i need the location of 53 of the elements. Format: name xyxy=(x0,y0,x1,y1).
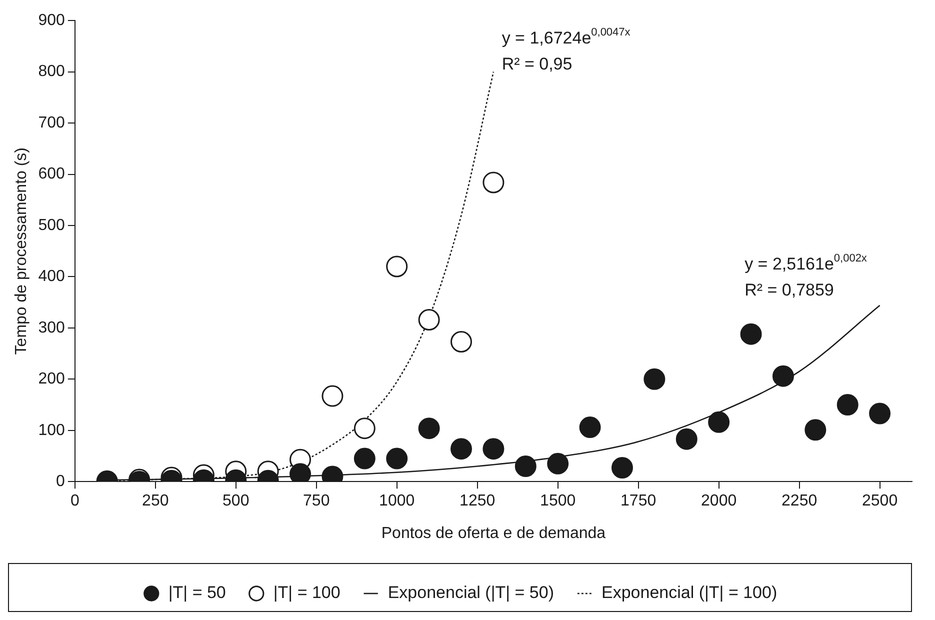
point xyxy=(450,331,472,353)
x-tick-label: 0 xyxy=(70,492,80,510)
y-tick-label: 600 xyxy=(38,166,65,183)
point xyxy=(418,308,440,330)
legend-label: |T| = 100 xyxy=(273,583,340,602)
x-axis-title: Pontos de oferta e de demanda xyxy=(381,524,606,542)
point xyxy=(290,463,312,482)
point xyxy=(450,438,472,460)
x-tick-label: 1750 xyxy=(620,492,656,510)
point xyxy=(322,385,344,407)
point xyxy=(482,172,504,194)
y-tick-label: 800 xyxy=(38,63,65,80)
y-axis-title: Tempo de processamento (s) xyxy=(13,148,30,355)
point xyxy=(740,323,762,345)
y-tick-label: 200 xyxy=(38,370,65,388)
point xyxy=(418,418,440,440)
point xyxy=(547,452,569,474)
legend-label: Exponencial (|T| = 50) xyxy=(388,583,554,602)
point xyxy=(836,394,858,416)
y-tick-label: 900 xyxy=(38,12,65,30)
point xyxy=(804,419,826,441)
y-tick-label: 100 xyxy=(38,422,65,439)
point xyxy=(644,368,666,390)
point xyxy=(386,256,408,278)
y-tick-label: 700 xyxy=(38,114,65,132)
point xyxy=(354,448,376,470)
x-tick-label: 500 xyxy=(222,492,250,510)
point xyxy=(354,418,376,440)
point xyxy=(386,448,408,470)
point xyxy=(514,455,536,477)
x-tick-label: 1500 xyxy=(540,492,576,510)
annotation: R² = 0,7859 xyxy=(744,280,834,300)
point xyxy=(708,411,730,433)
y-tick-label: 0 xyxy=(56,473,65,490)
x-tick-label: 1250 xyxy=(460,492,496,510)
point xyxy=(676,428,698,450)
point xyxy=(579,416,601,438)
x-tick-label: 2500 xyxy=(862,492,898,510)
point xyxy=(482,438,504,460)
point xyxy=(611,457,633,479)
legend-label: |T| = 50 xyxy=(168,583,226,602)
y-tick-label: 400 xyxy=(38,268,65,286)
y-tick-label: 500 xyxy=(38,216,65,234)
x-tick-label: 2250 xyxy=(782,492,818,510)
legend-label: Exponencial (|T| = 100) xyxy=(602,583,778,602)
annotation: R² = 0,95 xyxy=(502,54,572,74)
x-tick-label: 750 xyxy=(303,492,330,510)
x-tick-label: 250 xyxy=(142,492,169,510)
point xyxy=(772,365,794,387)
y-tick-label: 300 xyxy=(38,319,65,336)
point xyxy=(869,402,891,424)
x-tick-label: 1000 xyxy=(379,492,415,510)
x-tick-label: 2000 xyxy=(701,492,737,510)
